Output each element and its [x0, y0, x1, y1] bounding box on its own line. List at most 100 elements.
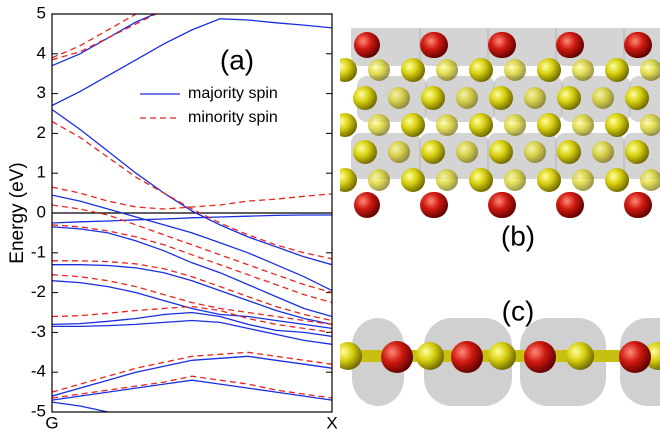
atom-red [354, 32, 380, 58]
y-axis-label: Energy (eV) [7, 162, 28, 263]
band-line [52, 275, 332, 325]
y-tick-label: -5 [31, 401, 46, 420]
atom-yellow [592, 141, 614, 163]
x-tick-label: G [45, 413, 58, 432]
band-line [52, 122, 332, 259]
band-line [52, 265, 332, 325]
band-line [52, 225, 332, 303]
atom-yellow [436, 169, 458, 191]
atom-yellow [401, 113, 425, 137]
atom-yellow [572, 59, 594, 81]
atom-red [422, 32, 448, 58]
atom-yellow [488, 342, 516, 370]
atom-yellow [489, 140, 513, 164]
atom-yellow [524, 87, 546, 109]
atom-yellow [537, 113, 561, 137]
atom-yellow [436, 59, 458, 81]
x-tick-label: X [326, 413, 337, 432]
atom-yellow [421, 86, 445, 110]
atom-yellow [456, 87, 478, 109]
atom-yellow [334, 342, 362, 370]
atom-yellow [605, 58, 629, 82]
y-tick-label: 1 [37, 163, 46, 182]
atom-yellow [469, 168, 493, 192]
atom-yellow [401, 58, 425, 82]
figure: -5 -4 -3 -2 -1 0 1 2 3 4 5 G X Energy (eV) majority sp… [0, 0, 660, 434]
atom-yellow [421, 140, 445, 164]
atom-yellow [537, 58, 561, 82]
atom-yellow [504, 59, 526, 81]
atom-yellow [572, 169, 594, 191]
atom-yellow [353, 86, 377, 110]
page: {"chart_data": { "type": "line", "ylabel… [0, 0, 660, 434]
atom-red [381, 341, 413, 373]
atom-yellow [469, 113, 493, 137]
panel-label: (b) [501, 220, 535, 251]
atom-red [490, 32, 516, 58]
band-line [52, 2, 164, 58]
panel-label: (a) [220, 44, 254, 75]
atom-yellow [388, 87, 410, 109]
structure-c [334, 318, 660, 406]
band-plot: -5 -4 -3 -2 -1 0 1 2 3 4 5 G X Energy (eV) majority sp… [7, 2, 338, 432]
atom-yellow [504, 169, 526, 191]
atom-red [451, 341, 483, 373]
atom-red [354, 192, 380, 218]
atom-yellow [368, 59, 390, 81]
atom-red [490, 192, 516, 218]
atom-yellow [566, 342, 594, 370]
band-line [52, 380, 332, 400]
atom-yellow [401, 168, 425, 192]
atom-yellow [368, 169, 390, 191]
atom-red [524, 341, 556, 373]
atom-yellow [353, 140, 377, 164]
y-tick-label: -4 [31, 362, 46, 381]
atom-yellow [524, 141, 546, 163]
band-line [52, 215, 332, 223]
atom-yellow [625, 86, 649, 110]
structure-panels: (b) (c) [333, 20, 660, 406]
atom-yellow [333, 168, 357, 192]
atom-yellow [436, 114, 458, 136]
atom-red [422, 192, 448, 218]
y-tick-label: -3 [31, 322, 46, 341]
atom-red [558, 32, 584, 58]
band-line [52, 261, 332, 321]
panel-label: (c) [502, 295, 535, 326]
band-line [52, 321, 332, 345]
atom-yellow [388, 141, 410, 163]
atom-yellow [456, 141, 478, 163]
atom-yellow [333, 58, 357, 82]
y-tick-label: 2 [37, 123, 46, 142]
atom-yellow [469, 58, 493, 82]
atom-yellow [572, 114, 594, 136]
atom-yellow [416, 342, 444, 370]
atom-yellow [368, 114, 390, 136]
legend-label: minority spin [188, 109, 278, 126]
atom-yellow [557, 86, 581, 110]
y-tick-label: 0 [37, 202, 46, 221]
atom-yellow [592, 87, 614, 109]
atom-yellow [537, 168, 561, 192]
band-line [52, 313, 332, 337]
y-tick-label: -1 [31, 242, 46, 261]
atom-red [626, 192, 652, 218]
structure-b [333, 20, 660, 218]
y-tick-label: 3 [37, 83, 46, 102]
y-tick-label: 5 [37, 3, 46, 22]
atom-yellow [625, 140, 649, 164]
atom-yellow [333, 113, 357, 137]
band-line [52, 352, 332, 392]
legend-label: majority spin [188, 85, 278, 102]
atom-yellow [489, 86, 513, 110]
band-line [52, 402, 136, 420]
atom-yellow [605, 168, 629, 192]
y-tick-label: 4 [37, 43, 46, 62]
atom-red [558, 192, 584, 218]
y-tick-label: -2 [31, 282, 46, 301]
atom-red [619, 341, 651, 373]
atom-yellow [605, 113, 629, 137]
atom-yellow [557, 140, 581, 164]
bands [52, 2, 332, 420]
atom-yellow [504, 114, 526, 136]
